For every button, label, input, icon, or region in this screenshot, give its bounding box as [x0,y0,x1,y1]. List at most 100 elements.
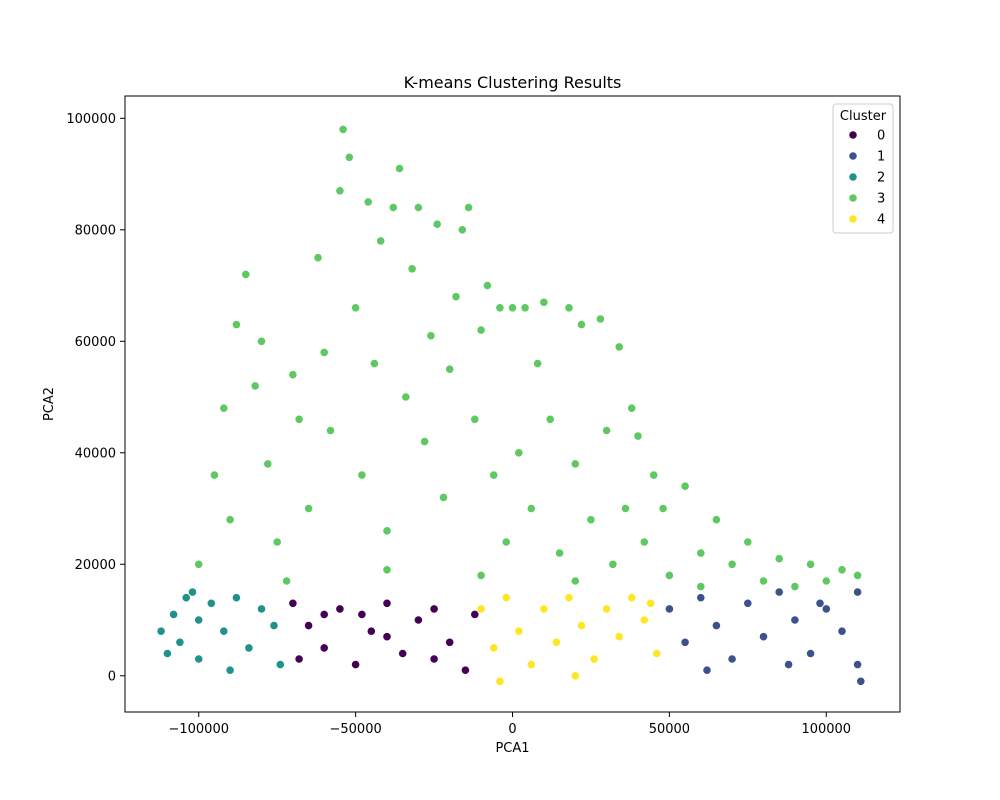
data-point-cluster-3 [495,303,505,313]
data-point-cluster-2 [269,620,279,631]
data-point-cluster-2 [219,626,229,636]
data-point-cluster-3 [532,358,543,369]
data-point-cluster-3 [627,403,637,413]
data-point-cluster-3 [376,236,386,246]
data-point-cluster-3 [209,470,219,480]
data-point-cluster-3 [419,436,430,447]
data-point-cluster-4 [539,604,549,614]
data-point-cluster-3 [620,503,631,514]
data-point-cluster-3 [507,303,518,313]
legend-label-cluster-3: 3 [877,192,885,207]
data-point-cluster-3 [614,342,624,352]
legend-label-cluster-0: 0 [877,129,885,144]
y-tick-label: 40000 [75,446,116,461]
data-point-cluster-1 [856,676,866,686]
data-point-cluster-3 [649,470,659,480]
data-point-cluster-2 [169,609,179,620]
x-tick-label: 0 [508,722,516,737]
data-point-cluster-3 [344,152,354,162]
data-point-cluster-4 [627,593,637,603]
legend-label-cluster-4: 4 [877,213,885,228]
y-tick-label: 100000 [66,112,116,127]
data-point-cluster-3 [319,347,329,357]
legend-marker-cluster-3 [848,193,858,203]
data-point-cluster-3 [501,537,511,547]
data-point-cluster-1 [680,637,690,647]
data-point-cluster-3 [241,269,251,279]
data-point-cluster-0 [350,659,361,670]
data-point-cluster-2 [156,626,166,636]
data-point-cluster-3 [382,565,392,575]
data-point-cluster-1 [727,654,737,664]
data-point-cluster-3 [852,570,863,581]
data-point-cluster-2 [162,648,172,659]
data-point-cluster-3 [564,303,574,313]
data-point-cluster-0 [382,598,392,608]
data-point-cluster-3 [476,325,486,335]
data-point-cluster-3 [281,576,292,586]
data-point-cluster-3 [711,515,722,525]
data-point-cluster-3 [476,570,486,581]
data-point-cluster-2 [187,587,198,597]
data-point-cluster-2 [231,593,241,603]
y-tick-label: 20000 [75,558,116,573]
points-layer [156,124,866,686]
data-point-cluster-2 [275,659,285,670]
data-point-cluster-0 [294,654,304,664]
data-point-cluster-3 [696,581,706,592]
data-point-cluster-1 [664,604,675,614]
data-point-cluster-3 [601,425,612,436]
legend-marker-cluster-4 [848,214,858,224]
data-point-cluster-3 [382,526,392,536]
data-point-cluster-4 [476,604,486,614]
data-point-cluster-3 [570,576,580,586]
legend-label-cluster-2: 2 [877,171,885,186]
data-point-cluster-3 [664,570,675,581]
data-point-cluster-3 [263,459,273,469]
data-point-cluster-0 [460,665,470,675]
data-point-cluster-0 [413,615,423,625]
data-point-cluster-1 [852,659,863,670]
data-point-cluster-0 [319,643,329,653]
data-point-cluster-3 [595,314,606,324]
data-point-cluster-1 [702,665,712,675]
y-tick-label: 0 [108,669,116,684]
x-axis: −100000 −50000 0 50000 100000 [168,712,851,737]
series-cluster-4 [476,593,662,686]
data-point-cluster-3 [369,358,379,369]
data-point-cluster-3 [445,364,455,374]
data-point-cluster-3 [313,253,323,263]
data-point-cluster-3 [413,202,423,213]
data-point-cluster-4 [601,604,612,614]
data-point-cluster-3 [457,225,467,235]
data-point-cluster-3 [350,303,361,313]
data-point-cluster-3 [837,565,847,575]
data-point-cluster-0 [357,609,367,620]
data-point-cluster-3 [570,459,580,469]
data-point-cluster-3 [288,370,298,380]
legend-label-cluster-1: 1 [877,150,885,165]
data-point-cluster-3 [554,548,565,558]
data-point-cluster-3 [463,202,474,213]
data-point-cluster-3 [633,431,643,441]
data-point-cluster-3 [821,576,831,586]
data-point-cluster-3 [194,559,204,569]
data-point-cluster-4 [564,593,574,603]
data-point-cluster-1 [790,615,800,625]
data-point-cluster-3 [520,303,530,313]
data-point-cluster-3 [256,336,267,346]
data-point-cluster-1 [783,659,794,670]
data-point-cluster-2 [244,643,254,653]
y-axis: 0 20000 40000 60000 80000 100000 [66,112,125,684]
data-point-cluster-1 [837,626,847,636]
data-point-cluster-4 [489,643,499,653]
data-point-cluster-3 [658,503,668,514]
data-point-cluster-4 [576,620,587,631]
data-point-cluster-2 [181,593,191,603]
series-cluster-1 [664,587,866,686]
data-point-cluster-3 [325,425,336,436]
data-point-cluster-3 [219,403,229,413]
x-tick-label: −100000 [168,722,229,737]
